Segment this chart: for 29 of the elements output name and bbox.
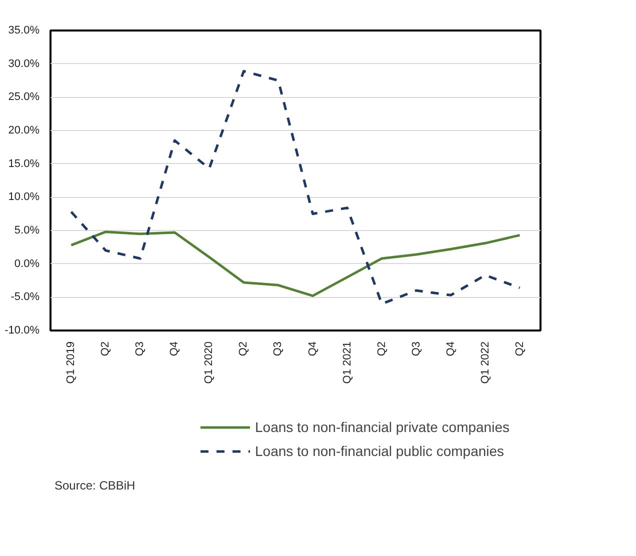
y-tick-label: 25.0%	[8, 91, 40, 104]
y-tick-label: 15.0%	[8, 158, 40, 170]
x-tick-label: Q1 2020	[203, 342, 216, 384]
x-tick-label: Q2	[514, 341, 526, 356]
legend-label: Loans to non-financial private companies	[255, 419, 510, 435]
x-tick-label: Q4	[444, 341, 457, 356]
line-series	[70, 70, 522, 306]
x-tick-label: Q2	[376, 341, 388, 356]
x-tick-label: Q2	[238, 341, 250, 356]
line-series	[70, 230, 522, 298]
y-tick-label: 35.0%	[8, 24, 40, 36]
y-tick-label: -10.0%	[4, 324, 40, 336]
y-tick-label: 30.0%	[8, 58, 40, 70]
source-note: Source: CBBiH	[54, 478, 136, 492]
x-tick-label: Q3	[272, 341, 284, 356]
x-tick-label: Q2	[100, 341, 112, 356]
x-tick-label: Q4	[306, 341, 319, 356]
x-tick-label: Q3	[134, 341, 146, 356]
x-tick-label: Q1 2021	[341, 342, 354, 384]
y-tick-label: 5.0%	[14, 224, 40, 236]
y-tick-label: -5.0%	[10, 291, 40, 304]
x-tick-label: Q1 2019	[65, 342, 78, 384]
x-tick-label: Q1 2022	[479, 342, 492, 384]
y-tick-label: 20.0%	[8, 124, 40, 136]
legend-label: Loans to non-financial public companies	[255, 443, 504, 459]
x-tick-label: Q3	[410, 341, 422, 356]
x-tick-label: Q4	[168, 341, 181, 356]
y-tick-label: 0.0%	[14, 258, 40, 270]
y-tick-label: 10.0%	[8, 191, 40, 204]
